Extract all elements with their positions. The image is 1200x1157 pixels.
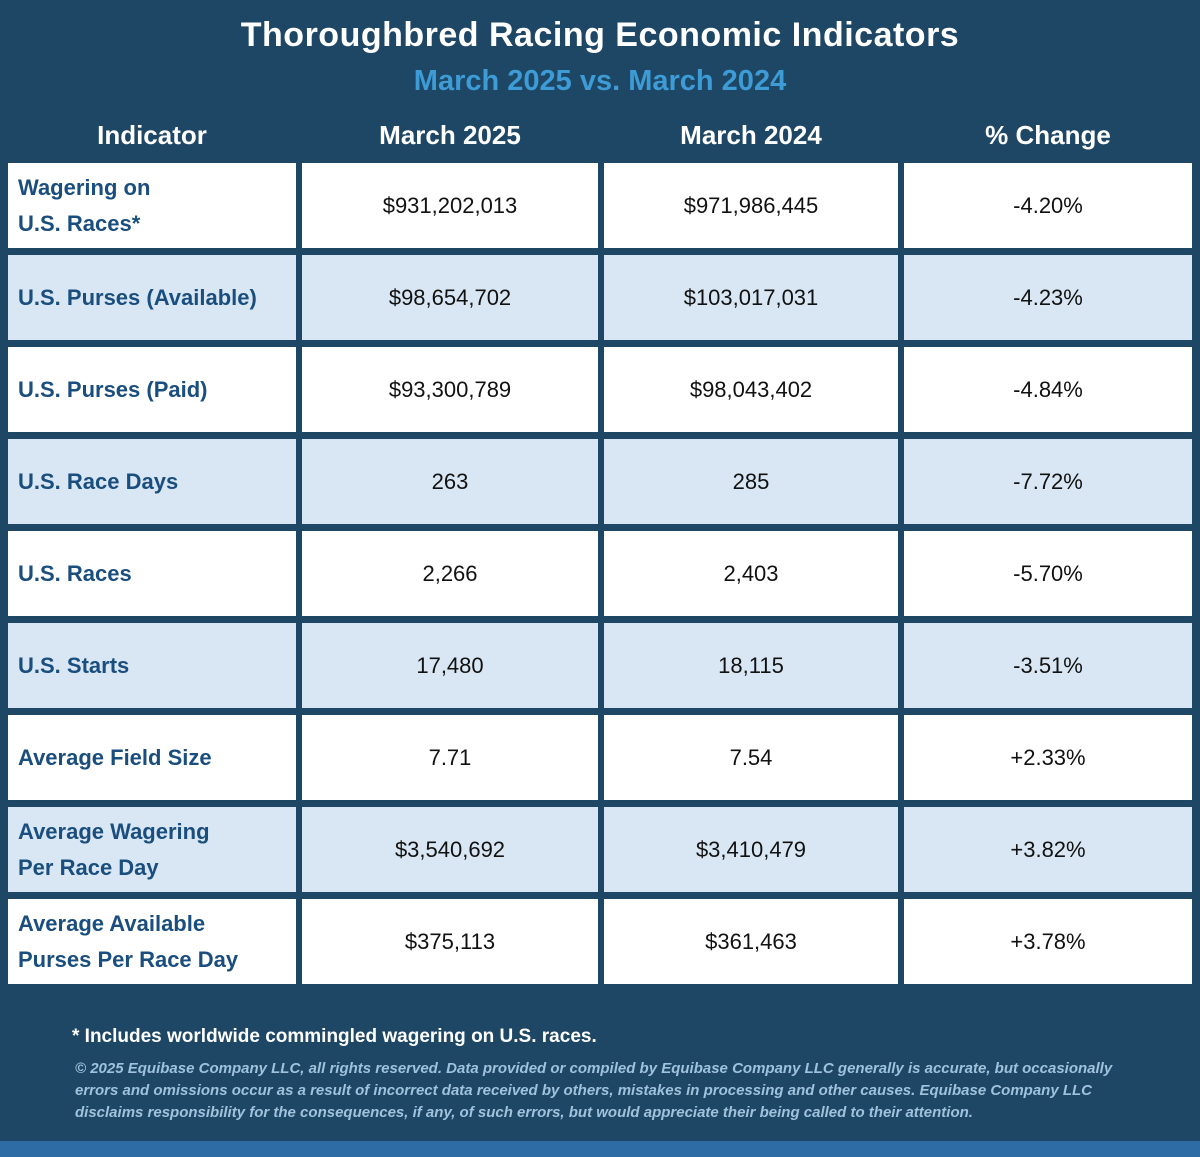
value-cell: -5.70% <box>904 531 1192 616</box>
column-header-percent-change: % Change <box>985 120 1111 150</box>
table-row: U.S. Starts 17,480 18,115 -3.51% <box>8 623 1192 708</box>
table-row: Average Available Purses Per Race Day $37… <box>8 899 1192 984</box>
footnote: * Includes worldwide commingled wagering… <box>72 1026 597 1047</box>
value-cell: -4.20% <box>904 163 1192 248</box>
value-cell: -7.72% <box>904 439 1192 524</box>
indicator-cell: U.S. Purses (Available) <box>8 255 296 340</box>
indicator-cell: Average Field Size <box>8 715 296 800</box>
indicator-cell: Average Wagering Per Race Day <box>8 807 296 892</box>
value-cell: $971,986,445 <box>604 163 898 248</box>
table-row: U.S. Purses (Paid) $93,300,789 $98,043,402… <box>8 347 1192 432</box>
table-row: Average Field Size 7.71 7.54 +2.33% <box>8 715 1192 800</box>
indicator-cell: U.S. Starts <box>8 623 296 708</box>
value-cell: 2,403 <box>604 531 898 616</box>
table-row: Average Wagering Per Race Day $3,540,692 $… <box>8 807 1192 892</box>
indicator-cell: U.S. Races <box>8 531 296 616</box>
column-header-indicator: Indicator <box>97 120 207 150</box>
page-subtitle: March 2025 vs. March 2024 <box>413 65 787 97</box>
value-cell: $931,202,013 <box>302 163 598 248</box>
indicator-cell: Wagering on U.S. Races* <box>8 163 296 248</box>
value-cell: -4.23% <box>904 255 1192 340</box>
value-cell: +3.78% <box>904 899 1192 984</box>
value-cell: $93,300,789 <box>302 347 598 432</box>
indicator-cell: Average Available Purses Per Race Day <box>8 899 296 984</box>
value-cell: 7.54 <box>604 715 898 800</box>
bottom-bar <box>0 1141 1200 1157</box>
table-row: U.S. Race Days 263 285 -7.72% <box>8 439 1192 524</box>
value-cell: $361,463 <box>604 899 898 984</box>
value-cell: $98,043,402 <box>604 347 898 432</box>
value-cell: 263 <box>302 439 598 524</box>
value-cell: -3.51% <box>904 623 1192 708</box>
page-title: Thoroughbred Racing Economic Indicators <box>240 16 960 54</box>
value-cell: $3,410,479 <box>604 807 898 892</box>
table-row: U.S. Purses (Available) $98,654,702 $103,0… <box>8 255 1192 340</box>
value-cell: 285 <box>604 439 898 524</box>
value-cell: +3.82% <box>904 807 1192 892</box>
table-row: Wagering on U.S. Races* $931,202,013 $971,… <box>8 163 1192 248</box>
value-cell: $3,540,692 <box>302 807 598 892</box>
column-header-march-2025: March 2025 <box>379 120 521 150</box>
indicator-cell: U.S. Purses (Paid) <box>8 347 296 432</box>
value-cell: 7.71 <box>302 715 598 800</box>
value-cell: +2.33% <box>904 715 1192 800</box>
table-header-row: Indicator March 2025 March 2024 % Change <box>0 120 1200 151</box>
value-cell: -4.84% <box>904 347 1192 432</box>
indicator-cell: U.S. Race Days <box>8 439 296 524</box>
indicators-table: Wagering on U.S. Races* $931,202,013 $971,… <box>0 163 1200 984</box>
column-header-march-2024: March 2024 <box>680 120 822 150</box>
table-row: U.S. Races 2,266 2,403 -5.70% <box>8 531 1192 616</box>
value-cell: 18,115 <box>604 623 898 708</box>
value-cell: 2,266 <box>302 531 598 616</box>
value-cell: 17,480 <box>302 623 598 708</box>
copyright-text: © 2025 Equibase Company LLC, all rights … <box>75 1060 1113 1121</box>
value-cell: $375,113 <box>302 899 598 984</box>
value-cell: $103,017,031 <box>604 255 898 340</box>
value-cell: $98,654,702 <box>302 255 598 340</box>
